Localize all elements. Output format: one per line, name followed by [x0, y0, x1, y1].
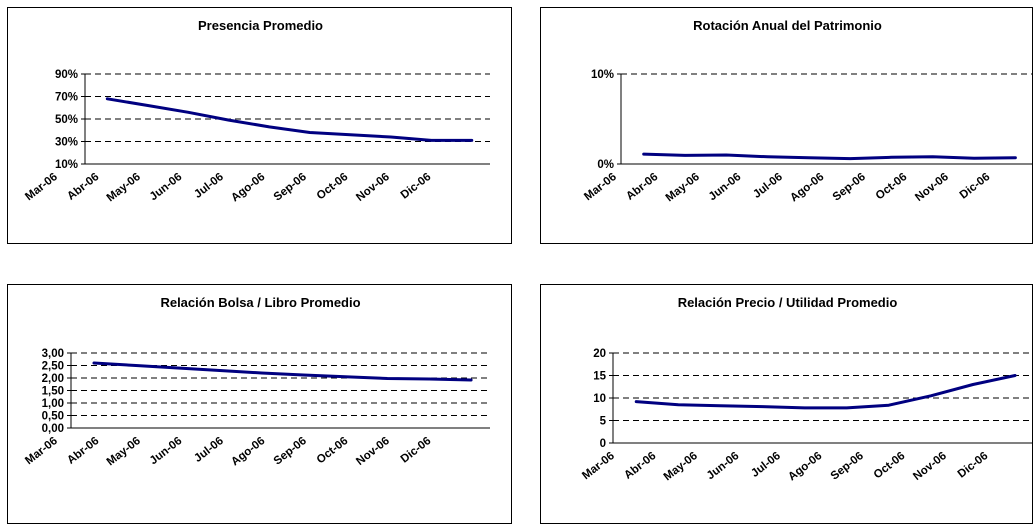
- x-tick-label: Mar-06: [582, 171, 619, 203]
- y-tick-label: 10%: [55, 159, 78, 171]
- chart-svg-relacion-precio-utilidad-promedio: Relación Precio / Utilidad Promedio 0 5 10 1…: [580, 295, 1033, 483]
- y-tick-label: 0,50: [42, 411, 64, 423]
- x-tick-label: Jul-06: [192, 435, 226, 465]
- x-tick-label: Mar-06: [23, 435, 60, 467]
- y-tick-label: 0,00: [42, 423, 64, 435]
- chart-title: Relación Bolsa / Libro Promedio: [160, 295, 360, 310]
- x-tick-label: Oct-06: [315, 435, 351, 466]
- x-tick-label: Ago-06: [788, 171, 826, 204]
- x-tick-label: Oct-06: [315, 171, 351, 202]
- y-tick-label: 20: [593, 348, 606, 360]
- x-tick-label: May-06: [105, 435, 143, 468]
- chart-title: Presencia Promedio: [198, 18, 323, 33]
- x-tick-label: Nov-06: [354, 435, 392, 468]
- series-line: [642, 152, 1017, 161]
- x-tick-label: Dic-06: [958, 171, 993, 202]
- x-tick-label: Nov-06: [911, 450, 949, 483]
- series-line: [92, 361, 473, 382]
- x-tick-label: Sep-06: [272, 171, 309, 204]
- x-tick-label: Abr-06: [622, 450, 658, 482]
- y-tick-label: 15: [593, 371, 606, 383]
- y-tick-label: 2,00: [42, 373, 64, 385]
- x-tick-label: Sep-06: [829, 450, 866, 483]
- chart-svg-rotacion-anual-del-patrimonio: Rotación Anual del Patrimonio 0% 10% Mar-06…: [582, 18, 1033, 204]
- y-tick-label: 50%: [55, 114, 78, 126]
- y-tick-label: 10%: [591, 69, 614, 81]
- x-tick-label: Sep-06: [272, 435, 309, 468]
- chart-panel-presencia-promedio: Presencia Promedio 10% 30% 50% 70% 90% Mar-06 A…: [7, 7, 512, 244]
- y-tick-label: 10: [593, 393, 606, 405]
- series-line: [105, 97, 474, 142]
- y-tick-label: 30%: [55, 137, 78, 149]
- x-tick-label: May-06: [664, 171, 702, 204]
- x-tick-label: Dic-06: [399, 435, 434, 466]
- x-tick-label: Sep-06: [831, 171, 868, 204]
- x-tick-label: May-06: [105, 171, 143, 204]
- chart-title: Relación Precio / Utilidad Promedio: [678, 295, 898, 310]
- y-tick-label: 1,50: [42, 386, 64, 398]
- chart-panel-relacion-precio-utilidad-promedio: Relación Precio / Utilidad Promedio 0 5 10 1…: [540, 284, 1033, 524]
- x-tick-label: Abr-06: [65, 435, 101, 467]
- x-tick-label: Ago-06: [786, 450, 824, 483]
- chart-panel-rotacion-anual-del-patrimonio: Rotación Anual del Patrimonio 0% 10% Mar-06…: [540, 7, 1033, 244]
- y-tick-label: 0: [600, 438, 606, 450]
- x-tick-label: Nov-06: [913, 171, 951, 204]
- series-line: [634, 374, 1017, 410]
- x-tick-label: Jun-06: [148, 435, 185, 467]
- y-tick-label: 5: [600, 416, 607, 428]
- x-tick-label: Jul-06: [751, 171, 785, 201]
- x-tick-label: Dic-06: [956, 450, 991, 481]
- x-tick-label: Jun-06: [148, 171, 185, 203]
- chart-title: Rotación Anual del Patrimonio: [693, 18, 882, 33]
- x-tick-label: Dic-06: [399, 171, 434, 202]
- y-tick-label: 3,00: [42, 348, 64, 360]
- y-tick-label: 2,50: [42, 361, 64, 373]
- x-tick-label: Mar-06: [23, 171, 60, 203]
- y-tick-label: 90%: [55, 69, 78, 81]
- x-tick-label: May-06: [662, 450, 700, 483]
- x-tick-label: Oct-06: [874, 171, 910, 202]
- x-tick-label: Ago-06: [229, 171, 267, 204]
- x-tick-label: Oct-06: [872, 450, 908, 481]
- y-tick-label: 1,00: [42, 398, 64, 410]
- x-tick-label: Jul-06: [192, 171, 226, 201]
- x-tick-label: Jun-06: [707, 171, 744, 203]
- x-tick-label: Abr-06: [624, 171, 660, 203]
- x-tick-label: Nov-06: [354, 171, 392, 204]
- x-tick-label: Jun-06: [705, 450, 742, 482]
- x-tick-label: Abr-06: [65, 171, 101, 203]
- chart-panel-relacion-bolsa-libro-promedio: Relación Bolsa / Libro Promedio 0,00 0,50 1…: [7, 284, 512, 524]
- x-tick-label: Mar-06: [580, 450, 617, 482]
- chart-svg-relacion-bolsa-libro-promedio: Relación Bolsa / Libro Promedio0,000,501…: [23, 295, 490, 468]
- y-tick-label: 70%: [55, 92, 78, 104]
- x-tick-label: Jul-06: [749, 450, 783, 480]
- y-tick-label: 0%: [597, 159, 614, 171]
- x-tick-label: Ago-06: [229, 435, 267, 468]
